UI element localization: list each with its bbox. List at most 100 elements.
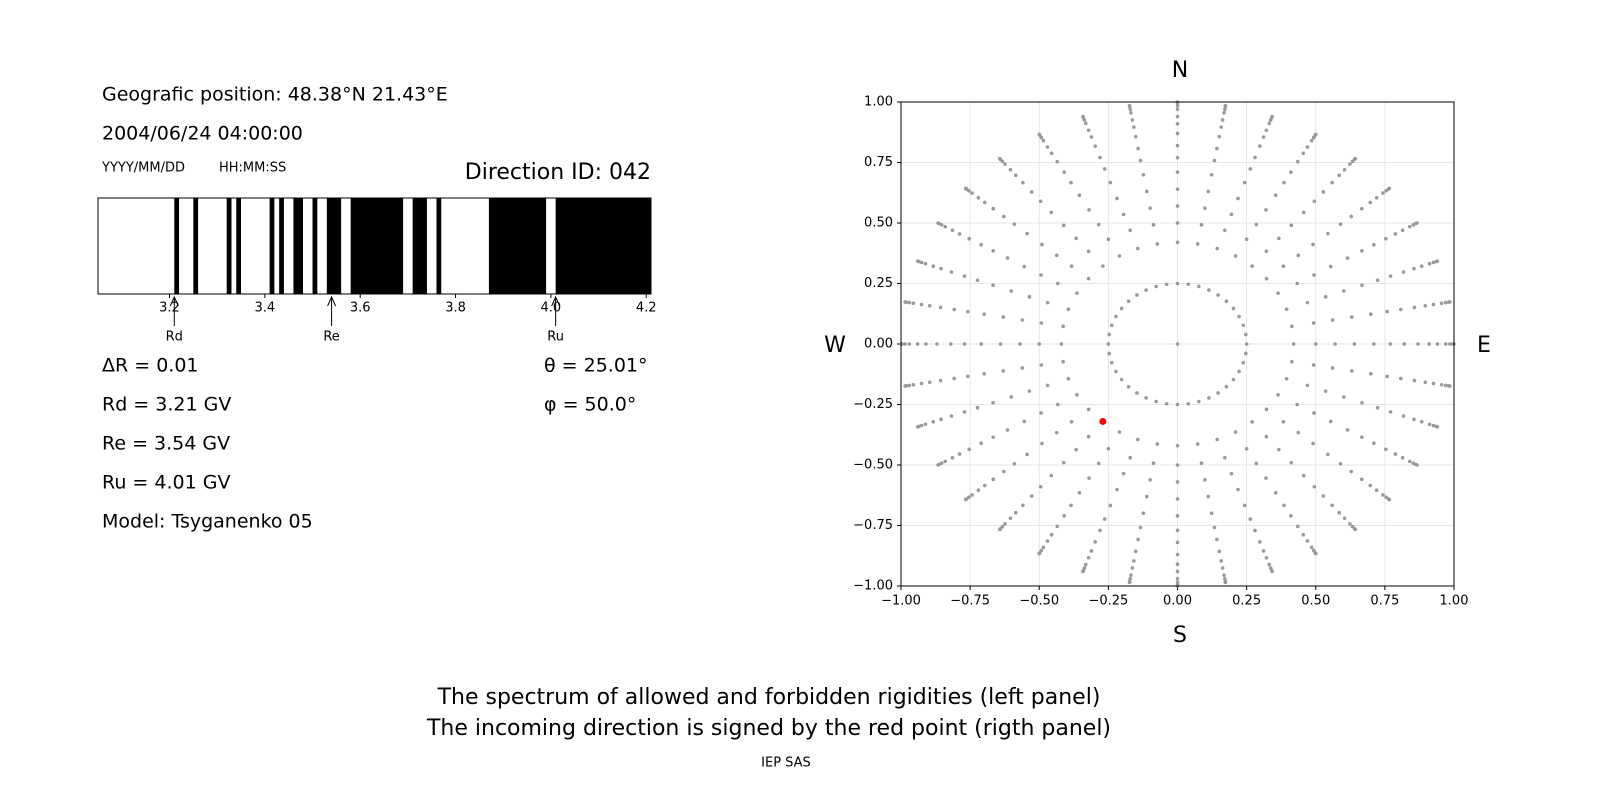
direction-point bbox=[1148, 206, 1152, 210]
direction-point bbox=[1353, 156, 1358, 161]
direction-point bbox=[1164, 282, 1169, 287]
direction-point bbox=[1276, 393, 1280, 397]
x-tick-label: 1.00 bbox=[1440, 594, 1469, 609]
direction-point bbox=[1045, 539, 1050, 543]
direction-point bbox=[957, 452, 962, 456]
direction-point bbox=[1402, 342, 1407, 346]
direction-point bbox=[943, 459, 948, 464]
angle: θ = 25.01° bbox=[544, 355, 648, 377]
direction-point bbox=[1002, 469, 1006, 474]
direction-point bbox=[1328, 264, 1333, 269]
direction-point bbox=[1005, 256, 1010, 260]
direction-point bbox=[1369, 312, 1373, 316]
direction-point bbox=[1264, 407, 1269, 412]
compass-label: E bbox=[1477, 333, 1491, 358]
x-tick-label: −0.25 bbox=[1088, 594, 1128, 609]
direction-point bbox=[1203, 206, 1207, 210]
direction-point bbox=[1155, 242, 1160, 246]
x-tick-label: 0.00 bbox=[1163, 594, 1192, 609]
direction-point bbox=[1253, 155, 1257, 160]
direction-point bbox=[1296, 430, 1301, 435]
direction-point bbox=[1215, 437, 1220, 442]
direction-point bbox=[1435, 259, 1440, 264]
direction-point bbox=[1296, 253, 1301, 258]
direction-point bbox=[1121, 471, 1126, 476]
direction-point bbox=[1215, 246, 1220, 251]
direction-point bbox=[1081, 114, 1085, 119]
direction-point bbox=[1342, 167, 1347, 172]
direction-point bbox=[1416, 342, 1420, 346]
direction-point bbox=[911, 301, 916, 306]
direction-point bbox=[1022, 264, 1027, 269]
direction-point bbox=[1384, 236, 1388, 241]
direction-point bbox=[948, 342, 953, 346]
direction-point bbox=[915, 259, 920, 264]
direction-point bbox=[1313, 132, 1318, 137]
direction-point bbox=[1388, 410, 1393, 414]
direction-point bbox=[1175, 562, 1180, 567]
direction-point bbox=[1101, 264, 1105, 268]
direction-point bbox=[982, 372, 986, 376]
direction-point bbox=[1089, 549, 1094, 553]
direction-point bbox=[1186, 282, 1191, 287]
forbidden-band bbox=[488, 198, 547, 294]
direction-point bbox=[979, 441, 983, 446]
direction-point bbox=[923, 422, 928, 427]
direction-point bbox=[1055, 159, 1060, 164]
direction-point bbox=[991, 206, 996, 211]
direction-point bbox=[1207, 288, 1211, 292]
direction-point bbox=[1106, 446, 1111, 451]
direction-point bbox=[1075, 291, 1079, 295]
direction-point bbox=[1384, 447, 1388, 452]
direction-point bbox=[1074, 236, 1078, 241]
direction-point bbox=[1290, 324, 1294, 329]
direction-point bbox=[903, 300, 908, 304]
plot-frame bbox=[900, 101, 1455, 587]
direction-point bbox=[1175, 281, 1180, 286]
x-tick-label: 0.75 bbox=[1370, 594, 1399, 609]
direction-point bbox=[1284, 376, 1289, 381]
direction-point bbox=[1244, 342, 1249, 346]
direction-point bbox=[1164, 401, 1169, 406]
direction-point bbox=[1372, 342, 1376, 346]
direction-point bbox=[1121, 212, 1126, 217]
direction-point bbox=[963, 186, 968, 191]
direction-point bbox=[991, 477, 996, 482]
direction-point bbox=[1093, 144, 1098, 148]
direction-point bbox=[1289, 514, 1293, 518]
direction-point bbox=[1175, 114, 1180, 119]
direction-point bbox=[1311, 363, 1316, 367]
direction-point bbox=[997, 156, 1002, 161]
direction-point bbox=[1375, 278, 1380, 283]
direction-point bbox=[1135, 246, 1140, 251]
direction-point bbox=[1212, 158, 1217, 163]
direction-point bbox=[907, 342, 912, 346]
direction-point bbox=[1369, 372, 1373, 376]
direction-point bbox=[963, 497, 968, 502]
direction-point bbox=[1360, 400, 1364, 405]
direction-point bbox=[938, 305, 943, 310]
direction-point bbox=[1108, 503, 1113, 508]
direction-point bbox=[1108, 180, 1113, 185]
direction-point bbox=[1175, 528, 1180, 533]
direction-point bbox=[931, 420, 936, 424]
marker-label: Rd bbox=[166, 330, 183, 345]
direction-point bbox=[1223, 103, 1228, 108]
direction-point bbox=[1038, 199, 1043, 204]
direction-point bbox=[1348, 522, 1352, 526]
direction-point bbox=[1447, 300, 1452, 304]
direction-point bbox=[1109, 360, 1114, 365]
direction-point bbox=[1138, 525, 1143, 530]
direction-point bbox=[1241, 323, 1246, 328]
direction-point bbox=[1096, 222, 1101, 227]
direction-point bbox=[1233, 254, 1238, 258]
direction-point bbox=[970, 493, 974, 497]
direction-point bbox=[1132, 125, 1136, 129]
direction-point bbox=[1220, 566, 1225, 570]
direction-point bbox=[1349, 315, 1354, 319]
direction-point bbox=[1341, 395, 1346, 399]
direction-point bbox=[1045, 145, 1050, 149]
direction-point bbox=[1009, 289, 1014, 293]
direction-point bbox=[1295, 281, 1300, 286]
x-tick-label: 4.2 bbox=[636, 301, 657, 316]
